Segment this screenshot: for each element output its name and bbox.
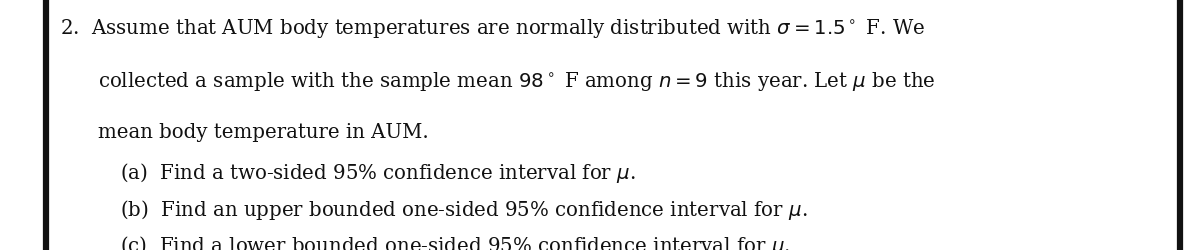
- Text: (b)  Find an upper bounded one-sided 95% confidence interval for $\mu$.: (b) Find an upper bounded one-sided 95% …: [120, 198, 808, 222]
- Text: (c)  Find a lower bounded one-sided 95% confidence interval for $\mu$.: (c) Find a lower bounded one-sided 95% c…: [120, 234, 791, 250]
- Text: mean body temperature in AUM.: mean body temperature in AUM.: [98, 122, 430, 142]
- Text: (a)  Find a two-sided 95% confidence interval for $\mu$.: (a) Find a two-sided 95% confidence inte…: [120, 161, 636, 185]
- Text: collected a sample with the sample mean $98^\circ$ F among $n = 9$ this year. Le: collected a sample with the sample mean …: [98, 70, 936, 93]
- Text: 2.  Assume that AUM body temperatures are normally distributed with $\sigma = 1.: 2. Assume that AUM body temperatures are…: [60, 18, 925, 40]
